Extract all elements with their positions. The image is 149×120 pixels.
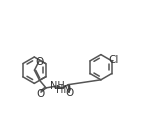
Text: O: O <box>36 89 45 99</box>
Text: O: O <box>65 88 74 98</box>
Text: HN: HN <box>56 85 70 95</box>
Text: NH: NH <box>50 81 65 91</box>
Text: O: O <box>36 57 44 67</box>
Text: Cl: Cl <box>109 55 119 65</box>
